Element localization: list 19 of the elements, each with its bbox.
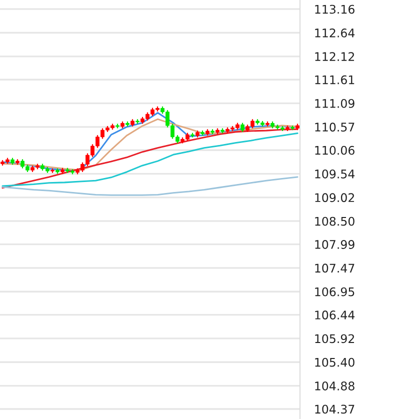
y-tick-label: 110.06: [315, 146, 354, 155]
y-tick-label: 111.61: [315, 75, 354, 84]
y-tick-label: 104.88: [315, 382, 354, 390]
y-tick-label: 111.09: [315, 98, 354, 108]
y-tick-label: 109.54: [315, 170, 355, 178]
y-tick-label: 112.64: [315, 28, 355, 38]
y-tick-label: 110.57: [315, 122, 354, 132]
y-tick-label: 106.95: [315, 287, 354, 296]
y-tick-label: 107.47: [315, 264, 354, 273]
y-tick-label: 105.92: [315, 334, 354, 344]
y-tick-label: 109.02: [315, 193, 354, 202]
candlestick: [240, 122, 244, 132]
y-tick-label: 106.44: [315, 310, 355, 320]
y-tick-label: 113.16: [315, 4, 354, 14]
y-tick-label: 112.12: [315, 52, 354, 61]
y-tick-label: 104.37: [315, 404, 354, 414]
y-tick-label: 105.40: [315, 358, 354, 367]
y-tick-label: 108.50: [315, 216, 354, 226]
y-tick-label: 107.99: [315, 240, 354, 249]
